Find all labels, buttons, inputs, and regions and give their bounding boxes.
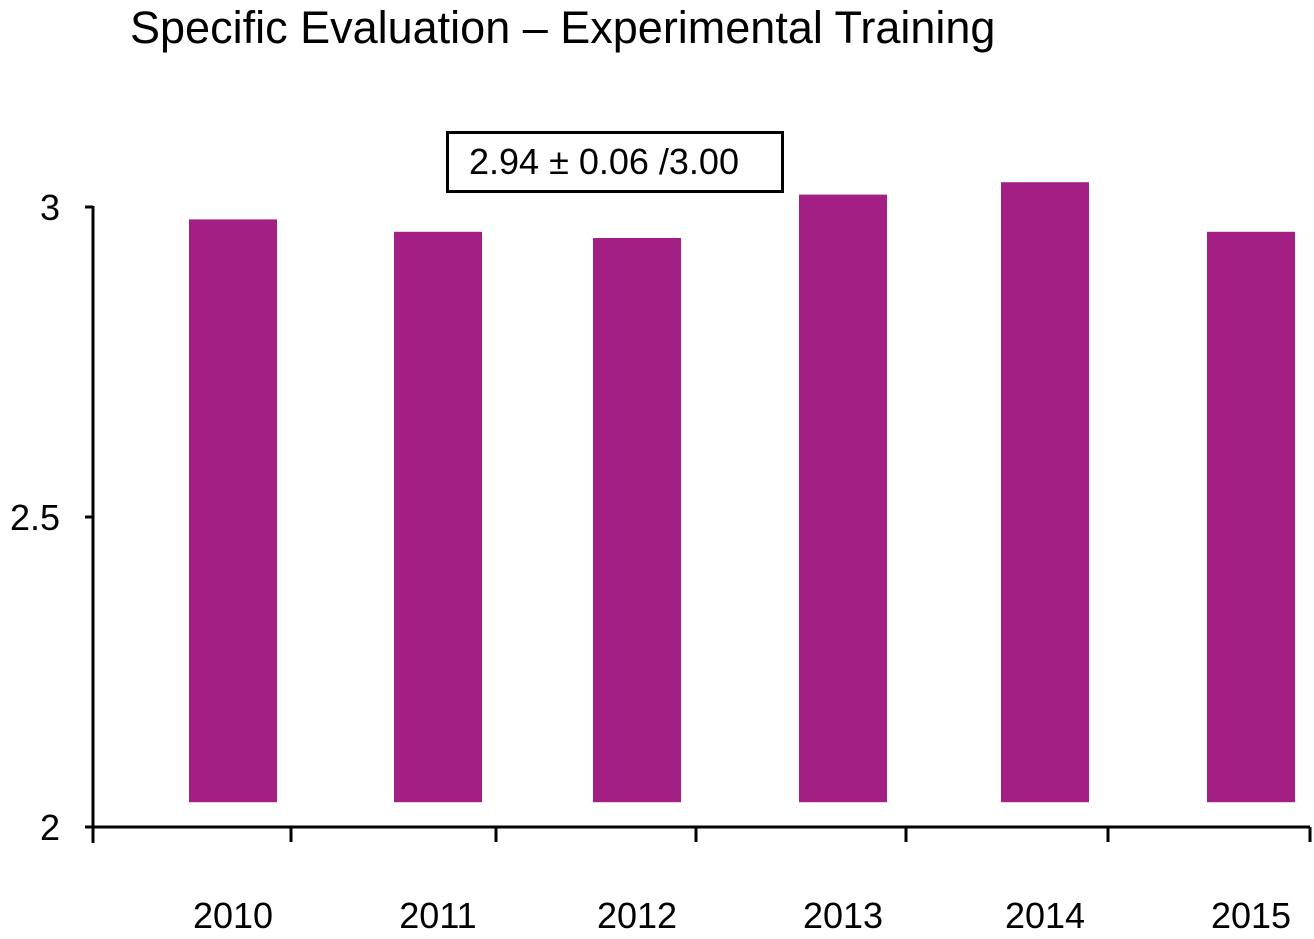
x-tick-label: 2010 — [193, 895, 273, 936]
y-tick-label: 2 — [40, 807, 60, 848]
y-tick-label: 3 — [40, 187, 60, 228]
bars-group — [189, 182, 1295, 803]
x-tick-labels: 2010 2011 2012 2013 2014 2015 — [193, 895, 1291, 936]
y-tick-labels: 22.53 — [10, 187, 60, 848]
bar — [1001, 182, 1089, 803]
bar — [799, 194, 887, 803]
bar — [394, 231, 482, 803]
x-tick-label: 2015 — [1211, 895, 1291, 936]
bar — [593, 238, 681, 803]
y-tick-label: 2.5 — [10, 497, 60, 538]
chart-title: Specific Evaluation – Experimental Train… — [130, 2, 996, 53]
x-tick-label: 2011 — [399, 895, 476, 936]
mean-annotation-box: 2.94 ± 0.06 /3.00 — [446, 131, 784, 193]
x-tick-label: 2014 — [1005, 895, 1085, 936]
x-tick-label: 2012 — [597, 895, 677, 936]
bar — [1207, 231, 1295, 803]
axes-group — [85, 205, 1312, 843]
x-tick-label: 2013 — [803, 895, 883, 936]
bar — [189, 219, 277, 803]
